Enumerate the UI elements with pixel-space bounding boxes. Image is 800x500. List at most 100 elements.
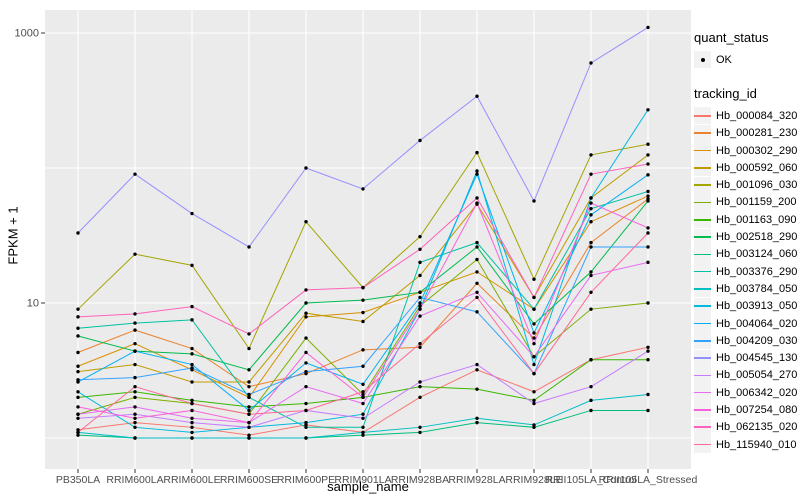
data-point xyxy=(418,138,422,143)
legend-item: Hb_005054_270 xyxy=(694,366,800,384)
line-key-icon xyxy=(694,193,711,211)
data-point xyxy=(646,349,650,353)
data-point xyxy=(361,348,365,352)
data-point xyxy=(475,281,479,285)
data-point xyxy=(418,304,422,308)
data-point xyxy=(418,430,422,435)
legend-label: Hb_003376_290 xyxy=(716,265,798,278)
data-point xyxy=(418,295,422,300)
data-point xyxy=(361,412,365,416)
data-point xyxy=(418,425,422,430)
legend-item: Hb_001163_090 xyxy=(694,211,800,229)
data-point xyxy=(247,332,251,336)
data-point xyxy=(190,366,194,370)
data-point xyxy=(133,420,137,425)
x-tick-label: RRIM600PE xyxy=(277,474,335,486)
data-point xyxy=(133,375,137,380)
data-point xyxy=(418,380,422,384)
data-point xyxy=(190,425,194,430)
data-point xyxy=(532,341,536,346)
line-key-icon xyxy=(694,211,711,229)
data-point xyxy=(589,384,593,389)
data-point xyxy=(475,257,479,262)
data-point xyxy=(76,315,80,319)
data-point xyxy=(589,240,593,245)
data-point xyxy=(133,416,137,420)
data-point xyxy=(418,234,422,239)
legend-item: Hb_000084_320 xyxy=(694,107,800,125)
data-point xyxy=(589,201,593,205)
data-point xyxy=(475,196,479,200)
data-point xyxy=(304,350,308,355)
data-point xyxy=(304,361,308,365)
data-point xyxy=(475,310,479,314)
data-point xyxy=(361,392,365,397)
data-point xyxy=(589,220,593,224)
data-point xyxy=(589,398,593,403)
line-key-icon xyxy=(694,159,711,177)
data-point xyxy=(361,401,365,406)
data-point xyxy=(589,206,593,211)
data-point xyxy=(304,166,308,170)
data-point xyxy=(418,301,422,305)
data-point xyxy=(133,390,137,394)
data-point xyxy=(418,384,422,389)
data-point xyxy=(247,412,251,416)
data-point xyxy=(190,304,194,309)
data-point xyxy=(304,336,308,340)
data-point xyxy=(646,408,650,413)
data-point xyxy=(532,371,536,376)
line-key-icon xyxy=(694,176,711,194)
data-point xyxy=(475,368,479,372)
data-point xyxy=(190,398,194,403)
legend-label: Hb_003124_060 xyxy=(716,248,798,261)
data-point xyxy=(304,301,308,305)
data-point xyxy=(532,322,536,326)
data-point xyxy=(589,270,593,274)
data-point xyxy=(532,390,536,394)
legend-label: Hb_004064_020 xyxy=(716,317,798,330)
data-point xyxy=(418,307,422,311)
data-point xyxy=(532,307,536,311)
data-point xyxy=(76,231,80,235)
data-point xyxy=(361,319,365,324)
line-key-icon xyxy=(694,384,711,402)
legend-item: Hb_003124_060 xyxy=(694,245,800,263)
legend-item: Hb_004545_130 xyxy=(694,349,800,367)
legend-label: Hb_001163_090 xyxy=(716,213,797,226)
data-point xyxy=(646,142,650,146)
line-key-icon xyxy=(694,263,711,281)
data-point xyxy=(646,108,650,112)
data-point xyxy=(190,416,194,420)
data-point xyxy=(133,321,137,325)
legend-item: Hb_000302_290 xyxy=(694,142,800,160)
data-point xyxy=(532,199,536,203)
data-point xyxy=(589,245,593,249)
data-point xyxy=(532,401,536,406)
data-point xyxy=(418,314,422,318)
data-point xyxy=(361,395,365,400)
legend-label: Hb_005054_270 xyxy=(716,369,798,382)
data-point xyxy=(646,189,650,194)
data-point xyxy=(361,310,365,315)
plot-panel xyxy=(45,10,691,469)
data-point xyxy=(133,172,137,176)
data-point xyxy=(418,395,422,400)
legend-label: Hb_000281_230 xyxy=(716,127,798,140)
line-key-icon xyxy=(694,124,711,142)
data-point xyxy=(247,420,251,425)
data-point xyxy=(589,61,593,65)
data-point xyxy=(247,245,251,249)
line-key-icon xyxy=(694,418,711,436)
data-point xyxy=(418,290,422,295)
data-point xyxy=(646,194,650,198)
data-point xyxy=(589,358,593,362)
data-point xyxy=(133,436,137,440)
legend-item: Hb_007254_080 xyxy=(694,401,800,419)
data-point xyxy=(133,252,137,256)
data-point xyxy=(133,362,137,367)
data-point xyxy=(304,420,308,425)
data-point xyxy=(76,334,80,338)
x-tick-label: RRIM600SE xyxy=(220,474,278,486)
legend-item: Hb_003784_050 xyxy=(694,280,800,298)
